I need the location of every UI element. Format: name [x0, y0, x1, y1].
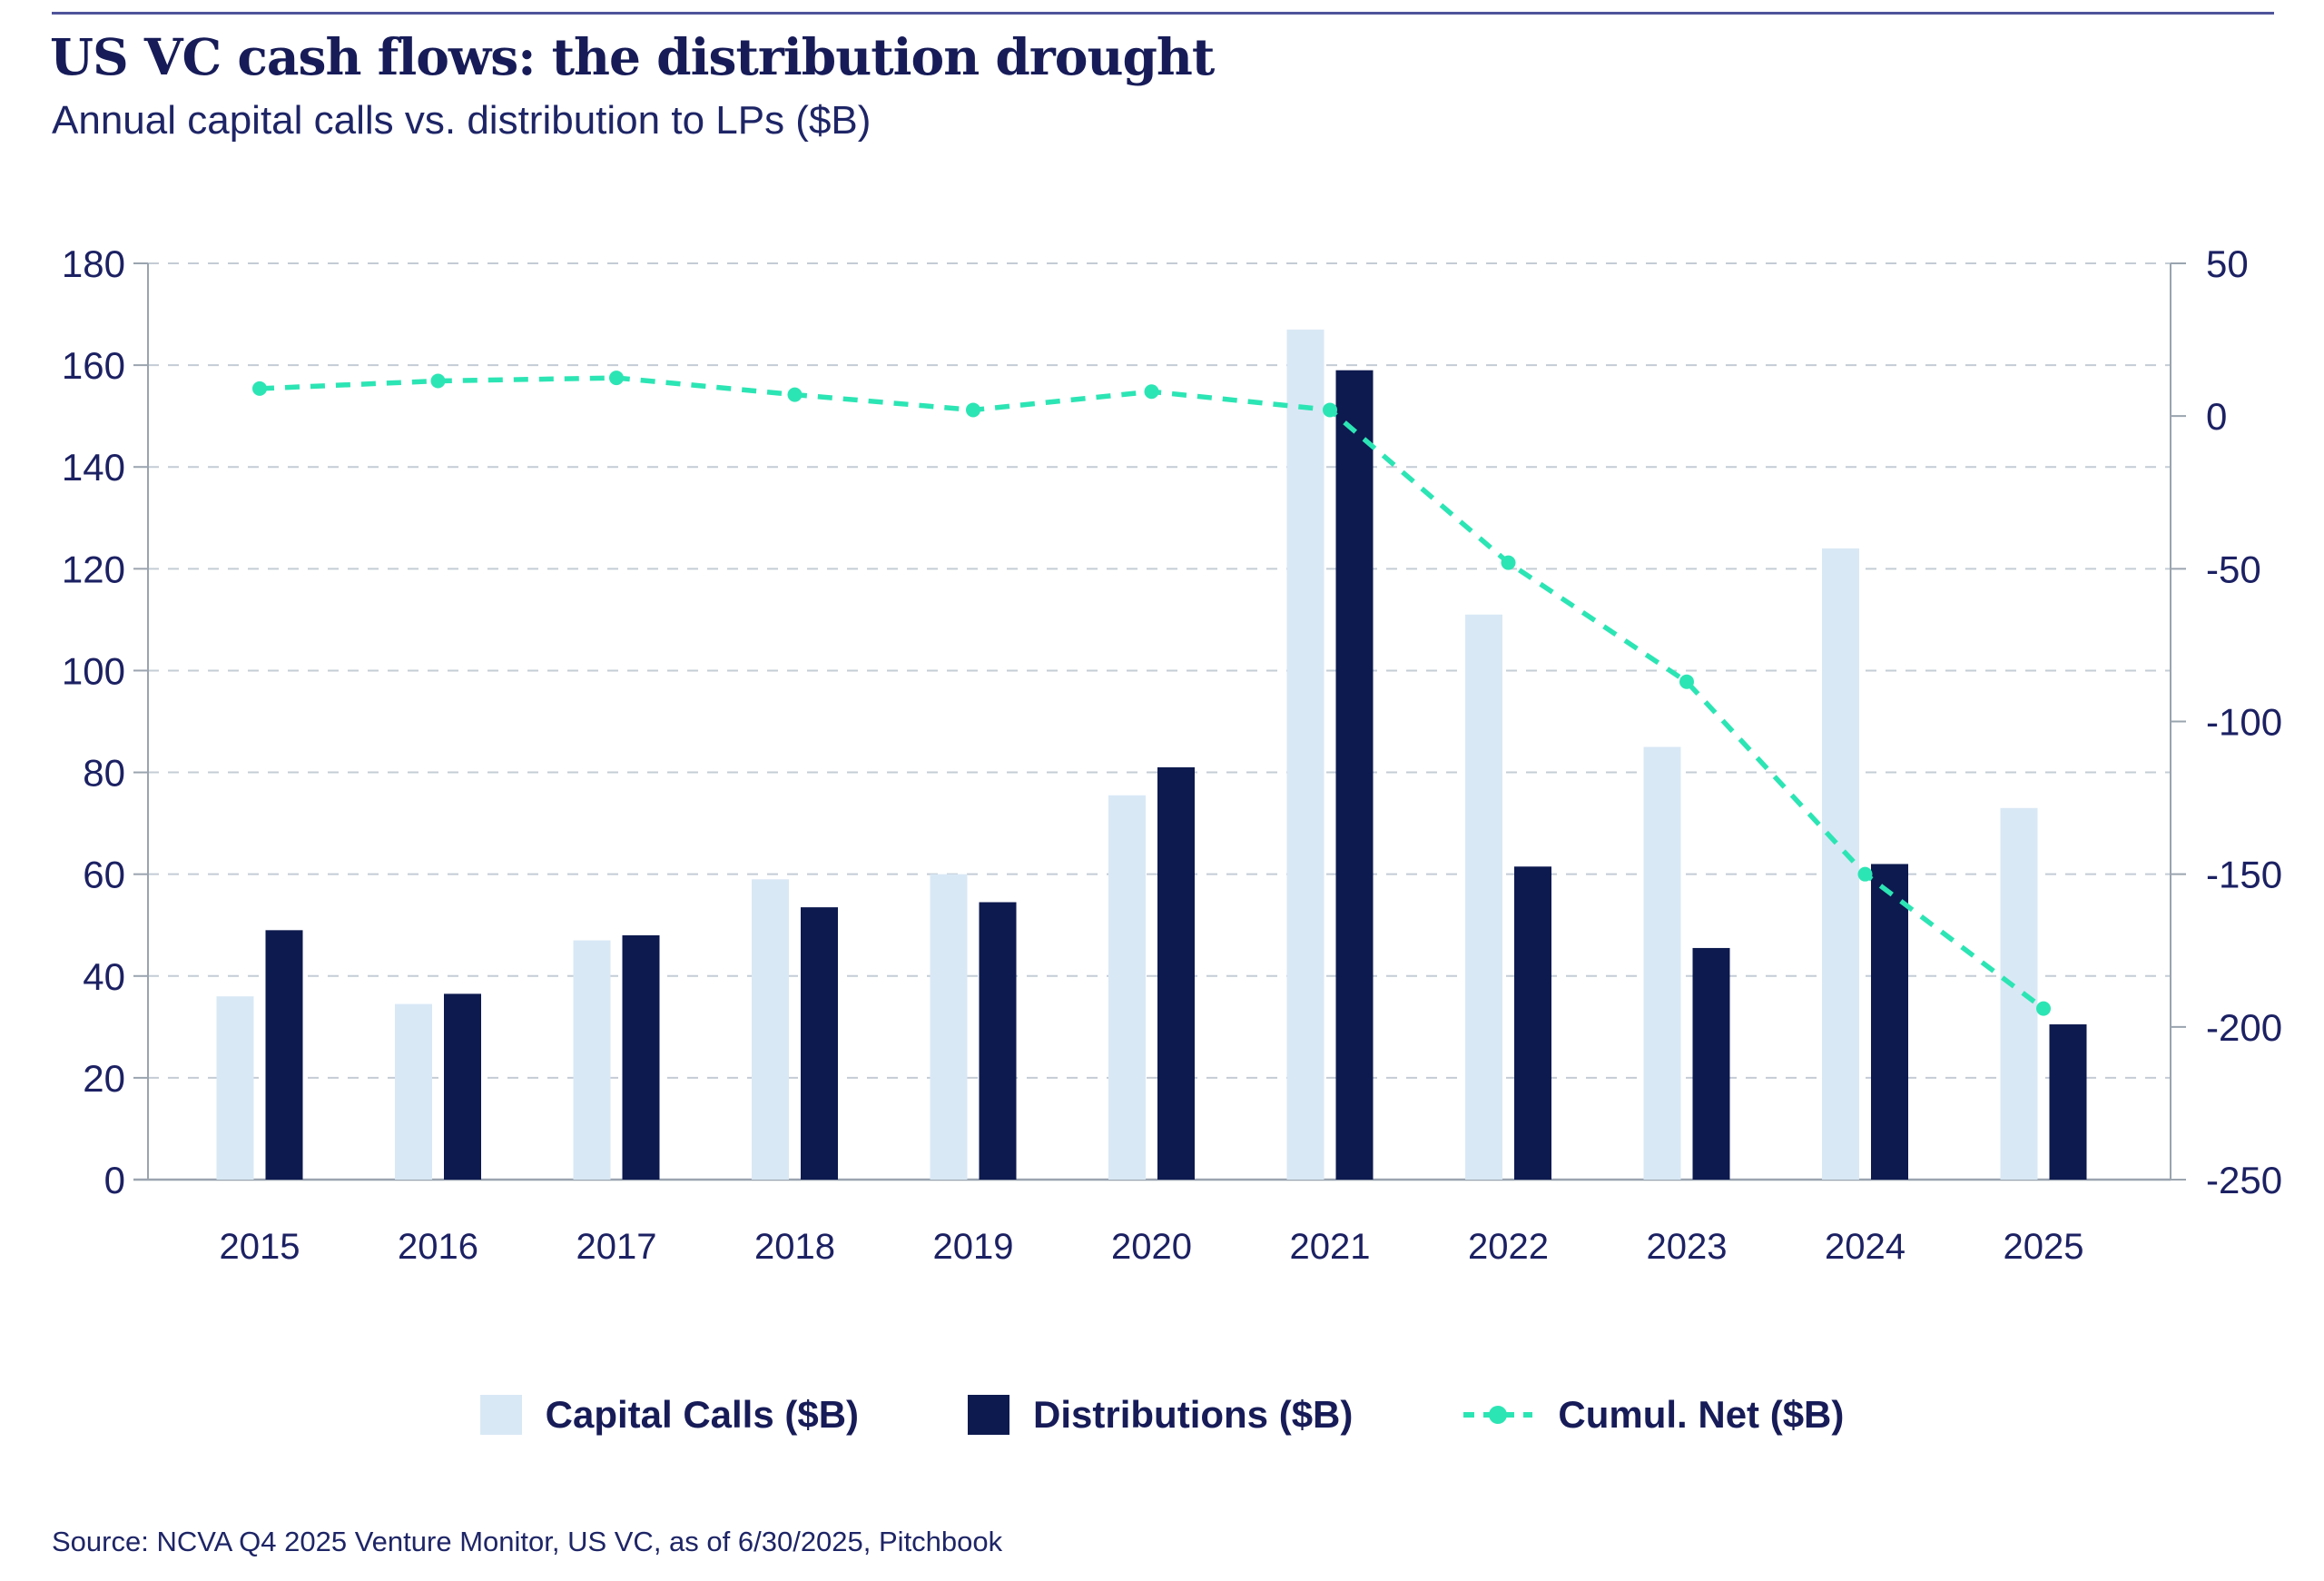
legend-label: Distributions ($B) [1033, 1393, 1354, 1436]
cumul-net-legend-marker-icon [1463, 1406, 1533, 1424]
bar-capital-calls-2016 [395, 1003, 432, 1180]
bar-capital-calls-2018 [752, 879, 789, 1180]
bar-distributions-2025 [2049, 1024, 2087, 1180]
bar-capital-calls-2025 [2000, 807, 2038, 1180]
y-axis-right-label: -50 [2206, 548, 2261, 590]
chart-canvas: 0 20 40 60 80 100 120 140 160 180 -250 -200 -150 -100… [62, 242, 2282, 1267]
y-axis-left-label: 180 [62, 242, 125, 285]
bar-distributions-2018 [801, 907, 838, 1180]
bar-capital-calls-2023 [1643, 746, 1681, 1180]
cumul-net-point-2016 [430, 373, 446, 389]
y-axis-left-label: 40 [83, 955, 125, 998]
legend-item-cumul-net: Cumul. Net ($B) [1462, 1393, 1844, 1437]
y-axis-right-label: -100 [2206, 701, 2282, 744]
distributions-swatch-icon [968, 1395, 1010, 1435]
page-subtitle: Annual capital calls vs. distribution to… [52, 98, 872, 143]
cumul-net-point-2015 [252, 380, 267, 396]
bar-capital-calls-2020 [1108, 795, 1146, 1180]
y-axis-left-label: 0 [104, 1159, 125, 1201]
y-axis-left-label: 20 [83, 1057, 125, 1100]
bar-distributions-2019 [979, 902, 1017, 1180]
x-axis-label: 2025 [2004, 1227, 2084, 1267]
bar-capital-calls-2024 [1822, 548, 1859, 1180]
x-axis-label: 2023 [1647, 1227, 1728, 1267]
bar-distributions-2015 [265, 930, 303, 1180]
bar-distributions-2017 [622, 934, 660, 1180]
legend-item-capital-calls: Capital Calls ($B) [479, 1393, 860, 1437]
chart-legend: Capital Calls ($B) Distributions ($B) Cu… [0, 1393, 2324, 1437]
page-title: US VC cash flows: the distribution droug… [50, 27, 1215, 86]
bar-capital-calls-2017 [573, 940, 611, 1180]
x-axis-label: 2017 [576, 1227, 657, 1267]
x-axis-label: 2024 [1825, 1227, 1905, 1267]
cumul-net-point-2025 [2036, 1001, 2051, 1016]
bar-distributions-2016 [444, 993, 481, 1180]
y-axis-left-label: 100 [62, 649, 125, 692]
cumul-net-point-2018 [787, 387, 803, 402]
cumul-net-point-2023 [1679, 674, 1694, 689]
y-axis-left-label: 80 [83, 752, 125, 795]
legend-label: Cumul. Net ($B) [1558, 1393, 1845, 1436]
top-rule [52, 12, 2274, 15]
y-axis-right-label: -200 [2206, 1006, 2282, 1049]
y-axis-right-label: -250 [2206, 1159, 2282, 1201]
y-axis-right-label: 50 [2206, 242, 2249, 285]
x-axis-label: 2018 [754, 1227, 835, 1267]
bar-capital-calls-2015 [216, 996, 254, 1180]
y-axis-left-label: 120 [62, 548, 125, 590]
x-axis-label: 2015 [220, 1227, 300, 1267]
y-axis-right-label: -150 [2206, 854, 2282, 896]
cumul-net-point-2017 [609, 371, 624, 386]
bar-distributions-2021 [1335, 370, 1374, 1180]
y-axis-left-label: 140 [62, 446, 125, 489]
capital-calls-swatch-icon [479, 1395, 522, 1435]
y-axis-left-label: 60 [83, 854, 125, 896]
x-axis-label: 2019 [933, 1227, 1014, 1267]
cumul-net-point-2020 [1144, 384, 1159, 400]
legend-label: Capital Calls ($B) [545, 1393, 860, 1436]
cumul-net-point-2021 [1323, 402, 1337, 418]
x-axis-label: 2021 [1290, 1227, 1371, 1267]
cumul-net-point-2024 [1857, 866, 1873, 882]
x-axis-label: 2020 [1111, 1227, 1192, 1267]
bar-distributions-2024 [1871, 864, 1908, 1180]
x-axis-label: 2016 [398, 1227, 478, 1267]
x-axis-label: 2022 [1468, 1227, 1549, 1267]
cumul-net-point-2019 [966, 402, 980, 418]
legend-item-distributions: Distributions ($B) [968, 1393, 1353, 1437]
bar-distributions-2023 [1692, 947, 1730, 1180]
cumul-net-line [259, 375, 2045, 1011]
cumul-net-point-2022 [1501, 555, 1516, 570]
y-axis-left-label: 160 [62, 344, 125, 387]
bar-capital-calls-2021 [1286, 329, 1324, 1181]
source-note: Source: NCVA Q4 2025 Venture Monitor, US… [52, 1526, 1003, 1557]
bar-capital-calls-2019 [930, 874, 968, 1180]
y-axis-right-label: 0 [2206, 395, 2227, 438]
bar-distributions-2022 [1514, 866, 1551, 1180]
bar-distributions-2020 [1157, 766, 1195, 1180]
bar-capital-calls-2022 [1465, 614, 1502, 1180]
